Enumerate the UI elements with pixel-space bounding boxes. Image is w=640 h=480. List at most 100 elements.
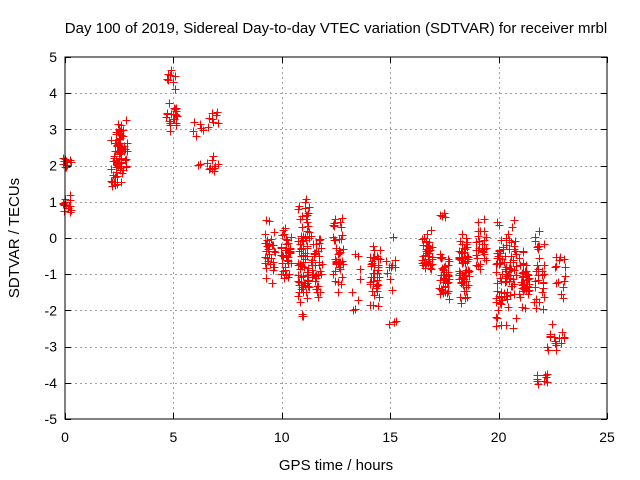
y-tick-label: -3 [45, 339, 58, 355]
data-point [482, 256, 491, 265]
data-point [506, 291, 515, 300]
y-tick-label: 1 [49, 194, 57, 210]
data-point [445, 295, 454, 304]
data-point [366, 278, 375, 287]
data-point [522, 276, 531, 285]
data-point [307, 258, 316, 267]
data-point [427, 226, 436, 235]
data-point [556, 253, 565, 262]
data-point [123, 139, 132, 148]
x-tick-label: 5 [170, 429, 178, 445]
data-point [444, 261, 453, 270]
data-point [110, 152, 119, 161]
data-point [280, 230, 289, 239]
data-point [472, 246, 481, 255]
data-point [318, 260, 327, 269]
y-tick-label: 0 [49, 230, 57, 246]
data-point [366, 301, 375, 310]
data-point [463, 238, 472, 247]
data-point [114, 120, 123, 129]
chart-title: Day 100 of 2019, Sidereal Day-to-day VTE… [65, 20, 607, 37]
data-point [530, 298, 539, 307]
data-point [303, 277, 312, 286]
data-point [427, 265, 436, 274]
data-point [422, 245, 431, 254]
data-point [284, 239, 293, 248]
data-point [472, 238, 481, 247]
data-point [190, 118, 199, 127]
data-point [521, 304, 530, 313]
data-point [495, 260, 504, 269]
data-point [517, 278, 526, 287]
data-point [531, 277, 540, 286]
data-point [308, 266, 317, 275]
data-point [265, 217, 274, 226]
data-point [305, 203, 314, 212]
data-point [295, 247, 304, 256]
data-point [66, 156, 75, 165]
data-point [461, 268, 470, 277]
data-points [59, 66, 570, 389]
y-tick-label: -1 [45, 266, 58, 282]
data-point [388, 286, 397, 295]
data-point [420, 258, 429, 267]
data-point [459, 258, 468, 267]
data-point [204, 123, 213, 132]
data-point [301, 279, 310, 288]
data-point [113, 172, 122, 181]
data-point [474, 218, 483, 227]
data-point [268, 279, 277, 288]
data-point [262, 264, 271, 273]
data-point [296, 298, 305, 307]
data-point [504, 230, 513, 239]
data-point [366, 253, 375, 262]
data-point [107, 165, 116, 174]
data-point [367, 273, 376, 282]
data-point [534, 265, 543, 274]
data-point [264, 245, 273, 254]
data-point [561, 272, 570, 281]
data-point [303, 294, 312, 303]
data-point [512, 271, 521, 280]
data-point [533, 261, 542, 270]
data-point [270, 228, 279, 237]
y-tick-label: -4 [45, 375, 58, 391]
data-point [463, 293, 472, 302]
data-point [329, 221, 338, 230]
data-point [330, 219, 339, 228]
data-point [519, 268, 528, 277]
data-point [497, 300, 506, 309]
data-point [523, 280, 532, 289]
data-point [493, 314, 502, 323]
y-tick-label: -2 [45, 302, 58, 318]
data-point [552, 262, 561, 271]
data-point [351, 305, 360, 314]
data-point [277, 244, 286, 253]
data-point [214, 160, 223, 169]
data-point [286, 245, 295, 254]
data-point [294, 292, 303, 301]
data-point [385, 320, 394, 329]
data-point [116, 149, 125, 158]
data-point [492, 313, 501, 322]
data-point [285, 270, 294, 279]
data-point [546, 332, 555, 341]
data-point [117, 154, 126, 163]
data-point [440, 263, 449, 272]
data-point [506, 258, 515, 267]
data-point [504, 303, 513, 312]
data-point [279, 267, 288, 276]
data-point [382, 257, 391, 266]
data-point [439, 289, 448, 298]
data-point [436, 276, 445, 285]
data-point [374, 255, 383, 264]
data-point [115, 126, 124, 135]
data-point [67, 158, 76, 167]
data-point [510, 216, 519, 225]
data-point [480, 236, 489, 245]
data-point [559, 294, 568, 303]
data-point [437, 271, 446, 280]
data-point [314, 293, 323, 302]
data-point [118, 144, 127, 153]
data-point [464, 255, 473, 264]
